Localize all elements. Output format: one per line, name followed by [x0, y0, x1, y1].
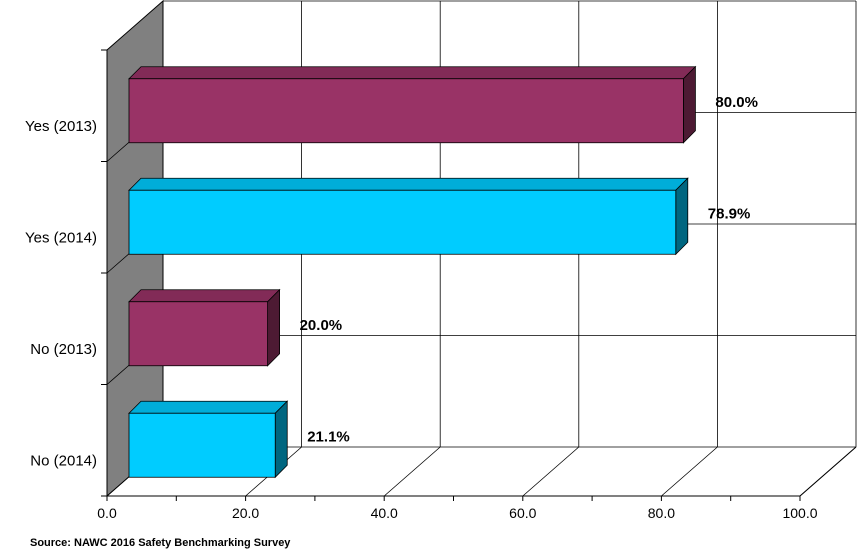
- category-label: Yes (2014): [25, 229, 97, 246]
- bar-side-face: [274, 400, 288, 479]
- data-label: 20.0%: [300, 317, 343, 334]
- data-label: 78.9%: [708, 205, 751, 222]
- x-tick-label: 80.0: [648, 505, 675, 521]
- x-tick-label: 20.0: [232, 505, 259, 521]
- source-note: Source: NAWC 2016 Safety Benchmarking Su…: [30, 537, 291, 549]
- bar-top-face: [128, 400, 289, 414]
- bar-front-face: [128, 412, 276, 478]
- bar-side-face: [267, 288, 281, 367]
- x-tick-label: 60.0: [509, 505, 536, 521]
- axes: [101, 49, 857, 501]
- labels: 0.0 20.0 40.0 60.0 80.0 100.0 80.0% Yes (2013) 7…: [25, 94, 818, 521]
- x-tick-label: 100.0: [782, 505, 817, 521]
- bar-side-face: [683, 65, 696, 144]
- bar: [128, 65, 697, 144]
- floor-right-edge: [799, 446, 857, 497]
- bar-front-face: [128, 78, 684, 144]
- floor-gridline: [383, 446, 441, 497]
- bar: [128, 400, 289, 479]
- bar: [128, 288, 281, 367]
- bar-side-face: [675, 177, 689, 256]
- x-tick-label: 0.0: [97, 505, 117, 521]
- floor-gridline: [661, 446, 718, 497]
- data-label: 80.0%: [715, 94, 758, 111]
- data-label: 21.1%: [307, 428, 350, 445]
- bar-front-face: [128, 189, 677, 255]
- bar-top-face: [128, 177, 689, 191]
- bar-front-face: [128, 301, 269, 367]
- floor-gridline: [522, 446, 580, 497]
- category-label: No (2013): [30, 341, 97, 358]
- bar-top-face: [128, 289, 281, 303]
- bar-top-face: [128, 66, 697, 80]
- bars: [128, 65, 697, 479]
- category-label: Yes (2013): [25, 118, 97, 135]
- category-label: No (2014): [30, 452, 97, 469]
- x-tick-label: 40.0: [371, 505, 398, 521]
- bar: [128, 177, 689, 256]
